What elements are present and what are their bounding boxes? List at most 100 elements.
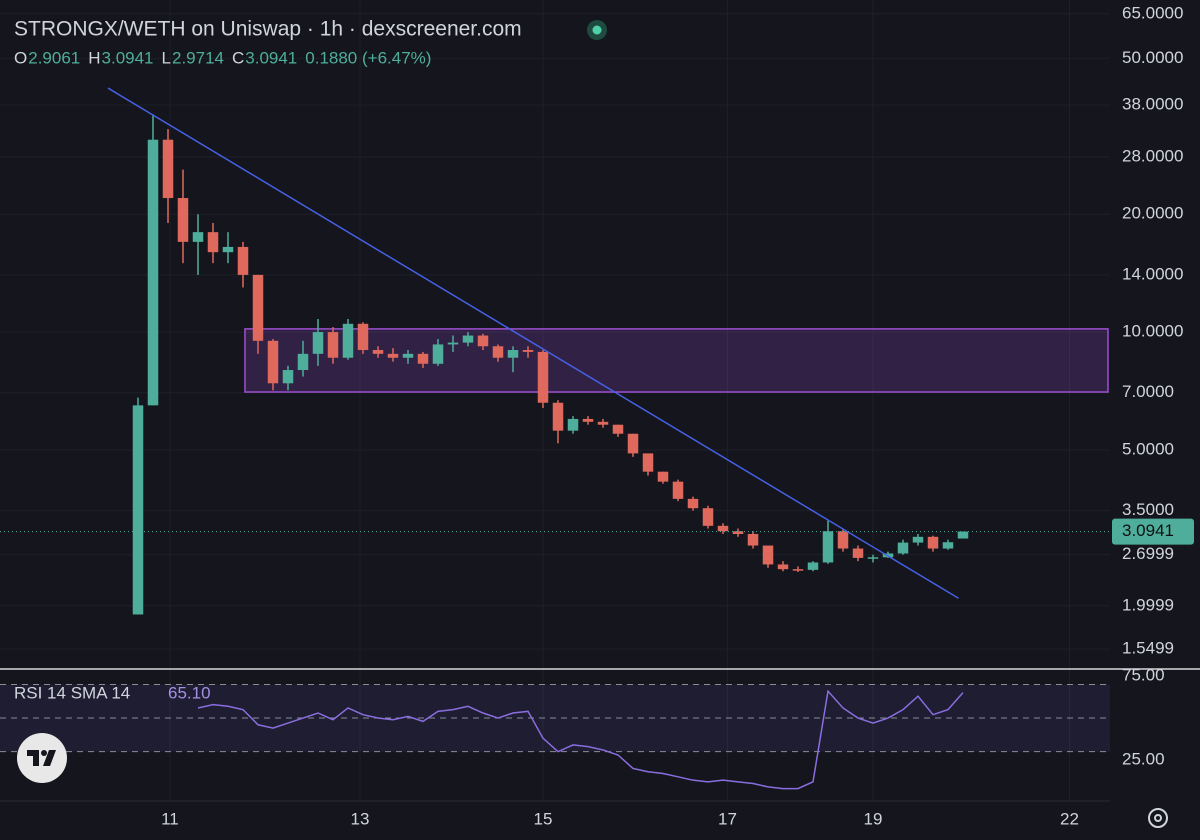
candle-body <box>282 370 294 384</box>
candle-body <box>327 332 339 358</box>
candle-body <box>162 139 174 199</box>
trendline <box>107 87 959 599</box>
settings-icon[interactable] <box>1148 808 1168 828</box>
candle-body <box>687 498 699 509</box>
candle-body <box>702 508 714 526</box>
ohlc-key: L <box>162 48 171 67</box>
logo-dot <box>41 750 47 756</box>
candle-body <box>267 340 279 384</box>
ohlc-value: 2.9061 <box>28 48 80 67</box>
candle-body <box>822 531 834 563</box>
x-tick-label: 15 <box>534 809 553 828</box>
status-dot <box>592 25 602 35</box>
candle-body <box>132 405 144 615</box>
candle-body <box>732 531 744 535</box>
y-tick-label: 7.0000 <box>1122 382 1174 401</box>
candle-body <box>867 557 879 559</box>
y-tick-label: 2.6999 <box>1122 544 1174 563</box>
candle-body <box>807 562 819 570</box>
x-tick-label: 22 <box>1060 809 1079 828</box>
logo-circle[interactable] <box>17 733 67 783</box>
candle-body <box>942 542 954 549</box>
candle-body <box>777 564 789 570</box>
candle-body <box>717 525 729 532</box>
candle-body <box>312 332 324 354</box>
x-tick-label: 13 <box>351 809 370 828</box>
ohlc-key: H <box>88 48 100 67</box>
rsi-line <box>197 689 964 790</box>
candle-body <box>357 323 369 351</box>
candle-body <box>477 335 489 347</box>
last-price-label: 3.0941 <box>1122 521 1174 540</box>
ohlc-key: O <box>14 48 27 67</box>
rsi-tick-label: 75.00 <box>1122 666 1165 685</box>
price-change: 0.1880 (+6.47%) <box>305 48 431 67</box>
candle-body <box>627 433 639 454</box>
candle-body <box>597 421 609 425</box>
candle-body <box>957 531 969 539</box>
candle-body <box>207 232 219 253</box>
candle-body <box>657 471 669 482</box>
candle-body <box>582 418 594 422</box>
settings-icon-center <box>1154 814 1162 822</box>
y-tick-label: 3.5000 <box>1122 500 1174 519</box>
candle-body <box>342 323 354 358</box>
candle-body <box>897 542 909 554</box>
range-zone <box>244 328 1109 393</box>
candle-body <box>537 351 549 403</box>
ohlc-value: 3.0941 <box>245 48 297 67</box>
candle-body <box>297 353 309 371</box>
candle-body <box>927 536 939 549</box>
candle-body <box>912 536 924 543</box>
y-tick-label: 50.0000 <box>1122 48 1183 67</box>
rsi-tick-label: 25.00 <box>1122 750 1165 769</box>
candle-body <box>567 418 579 431</box>
candle-body <box>792 569 804 571</box>
y-tick-label: 10.0000 <box>1122 322 1183 341</box>
candle-body <box>387 353 399 358</box>
tradingview-logo[interactable] <box>17 733 67 783</box>
chart-title: STRONGX/WETH on Uniswap · 1h · dexscreen… <box>14 18 522 41</box>
logo-mark <box>27 750 56 766</box>
candle-body <box>222 246 234 253</box>
last-price-box <box>1112 518 1194 545</box>
candle-body <box>747 534 759 546</box>
ohlc-value: 3.0941 <box>102 48 154 67</box>
rsi-value: 65.10 <box>168 683 211 702</box>
candle-body <box>642 453 654 472</box>
y-tick-label: 1.5499 <box>1122 639 1174 658</box>
candle-body <box>837 531 849 549</box>
y-tick-label: 65.0000 <box>1122 3 1183 22</box>
candle-body <box>417 353 429 364</box>
ohlc-value: 2.9714 <box>172 48 224 67</box>
candle-body <box>432 344 444 364</box>
candle-body <box>492 346 504 358</box>
candle-body <box>672 481 684 499</box>
candle-body <box>852 548 864 558</box>
settings-button[interactable] <box>1148 808 1168 828</box>
y-tick-label: 28.0000 <box>1122 147 1183 166</box>
ohlc-key: C <box>232 48 244 67</box>
candle-body <box>762 545 774 565</box>
y-tick-label: 38.0000 <box>1122 95 1183 114</box>
candle-body <box>177 198 189 242</box>
y-tick-label: 14.0000 <box>1122 264 1183 283</box>
candle-body <box>372 350 384 354</box>
candle-body <box>237 246 249 275</box>
candle-body <box>612 424 624 434</box>
candle-body <box>522 350 534 352</box>
y-tick-label: 5.0000 <box>1122 439 1174 458</box>
candle-body <box>447 342 459 345</box>
candle-body <box>252 274 264 341</box>
candle-body <box>147 139 159 406</box>
y-tick-label: 20.0000 <box>1122 204 1183 223</box>
x-tick-label: 11 <box>161 809 179 828</box>
candle-body <box>192 232 204 242</box>
candle-body <box>507 350 519 358</box>
x-tick-label: 19 <box>864 809 883 828</box>
candle-body <box>462 335 474 343</box>
x-tick-label: 17 <box>718 809 737 828</box>
candle-body <box>552 402 564 431</box>
